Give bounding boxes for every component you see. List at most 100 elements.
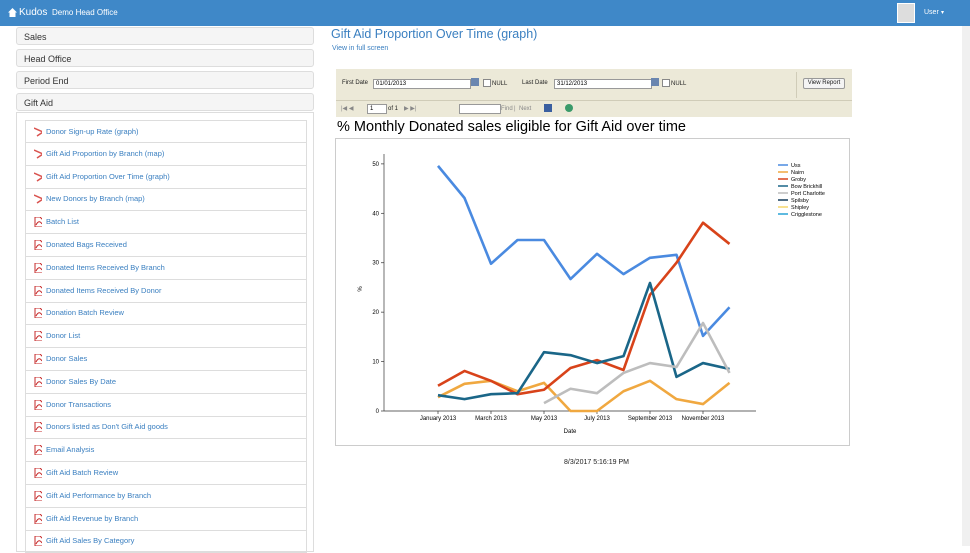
y-tick-label: 30 <box>372 261 379 267</box>
find-input[interactable] <box>459 104 501 114</box>
toolbar-divider <box>796 72 797 98</box>
toolbar-divider <box>336 100 852 101</box>
last-date-input[interactable]: 31/12/2013 <box>554 79 652 89</box>
section-header[interactable]: Sales <box>16 27 314 45</box>
legend-label: Spilsby <box>791 198 809 204</box>
series-line <box>437 221 731 396</box>
null-checkbox[interactable] <box>483 79 491 87</box>
fullscreen-link[interactable]: View in full screen <box>332 45 389 52</box>
page-of: of 1 <box>388 106 399 112</box>
pdf-icon <box>34 217 42 228</box>
timestamp: 8/3/2017 5:16:19 PM <box>564 459 629 466</box>
section-header[interactable]: Gift Aid <box>16 93 314 111</box>
report-link[interactable]: Donated Items Received By Donor <box>25 279 307 303</box>
report-link[interactable]: Donor Sales By Date <box>25 370 307 394</box>
section-header[interactable]: Head Office <box>16 49 314 67</box>
pdf-icon <box>34 331 42 342</box>
series-line <box>437 379 731 413</box>
legend-label: Groby <box>791 177 806 183</box>
y-tick-label: 20 <box>372 310 379 316</box>
pdf-icon <box>34 399 42 410</box>
scrollbar[interactable] <box>962 26 970 546</box>
report-link[interactable]: Batch List <box>25 211 307 235</box>
series-line <box>436 165 731 338</box>
report-link[interactable]: Donor List <box>25 325 307 349</box>
pdf-icon <box>34 376 42 387</box>
report-link[interactable]: Gift Aid Batch Review <box>25 462 307 485</box>
legend-label: Crigglestone <box>791 212 822 218</box>
chart-title: % Monthly Donated sales eligible for Gif… <box>337 119 686 135</box>
calendar-icon[interactable] <box>651 78 659 86</box>
legend-label: Bow Brickhill <box>791 184 822 190</box>
last-date-label: Last Date <box>522 80 548 86</box>
page-nav[interactable]: |◀ ◀ <box>341 106 354 112</box>
brand[interactable]: Kudos <box>19 7 48 18</box>
x-tick-label: March 2013 <box>475 416 507 422</box>
report-link[interactable]: Donors listed as Don't Gift Aid goods <box>25 416 307 440</box>
next-link[interactable]: Next <box>519 106 532 112</box>
report-title: Gift Aid Proportion Over Time (graph) <box>331 27 538 41</box>
pdf-icon <box>34 240 42 250</box>
report-link[interactable]: Gift Aid Revenue by Branch <box>25 507 307 531</box>
user-menu[interactable]: User <box>924 9 939 16</box>
home-icon <box>8 8 17 17</box>
report-link[interactable]: Donated Items Received By Branch <box>25 256 307 280</box>
legend-label: Port Charlotte <box>791 191 825 197</box>
y-axis-label: % <box>358 286 364 292</box>
calendar-icon[interactable] <box>471 78 479 86</box>
page-nav[interactable]: ▶ ▶| <box>404 106 417 112</box>
x-tick-label: September 2013 <box>628 416 673 422</box>
legend-label: Nairn <box>791 170 804 176</box>
pdf-icon <box>34 468 42 478</box>
first-date-input[interactable]: 01/01/2013 <box>373 79 471 89</box>
report-link[interactable]: New Donors by Branch (map) <box>25 188 307 212</box>
report-link[interactable]: Gift Aid Performance by Branch <box>25 484 307 508</box>
refresh-icon[interactable] <box>565 104 573 112</box>
x-tick-label: January 2013 <box>420 416 457 422</box>
chart-icon <box>34 149 42 159</box>
y-tick-label: 0 <box>376 409 380 415</box>
y-tick-label: 50 <box>372 162 379 168</box>
report-link[interactable]: Donation Batch Review <box>25 302 307 326</box>
pdf-icon <box>34 536 42 547</box>
chart-icon <box>34 194 42 205</box>
separator: | <box>514 106 516 112</box>
office[interactable]: Demo Head Office <box>52 8 118 17</box>
gift-aid-panel <box>16 112 314 552</box>
export-icon[interactable] <box>544 104 552 112</box>
report-link[interactable]: Donor Sign-up Rate (graph) <box>25 120 307 143</box>
avatar[interactable] <box>897 3 915 23</box>
pdf-icon <box>34 308 42 319</box>
y-tick-label: 40 <box>372 211 379 217</box>
pdf-icon <box>34 354 42 364</box>
null-label: NULL <box>671 81 687 87</box>
report-link[interactable]: Email Analysis <box>25 439 307 463</box>
page-input[interactable]: 1 <box>367 104 387 114</box>
x-tick-label: July 2013 <box>584 416 610 422</box>
pdf-icon <box>34 262 42 273</box>
x-tick-label: November 2013 <box>682 416 725 422</box>
null-checkbox[interactable] <box>662 79 670 87</box>
x-tick-label: May 2013 <box>531 416 558 422</box>
pdf-icon <box>34 513 42 524</box>
report-link[interactable]: Gift Aid Proportion by Branch (map) <box>25 142 307 166</box>
report-link[interactable]: Gift Aid Proportion Over Time (graph) <box>25 165 307 189</box>
pdf-icon <box>34 490 42 501</box>
caret: ▾ <box>941 10 945 16</box>
series-line <box>437 281 730 401</box>
report-link[interactable]: Donated Bags Received <box>25 234 307 257</box>
report-link[interactable]: Donor Sales <box>25 348 307 371</box>
pdf-icon <box>34 422 42 433</box>
report-toolbar <box>336 69 852 117</box>
section-header[interactable]: Period End <box>16 71 314 89</box>
view-report-button[interactable]: View Report <box>803 78 845 89</box>
navbar: Kudos Demo Head Office User ▾ <box>0 0 970 26</box>
report-link[interactable]: Donor Transactions <box>25 393 307 417</box>
find-link[interactable]: Find <box>501 106 513 112</box>
chart: 0 10 20 30 40 50 January 2013 March 2013 May 201… <box>335 138 850 446</box>
pdf-icon <box>34 445 42 456</box>
legend-label: Uss <box>791 163 801 169</box>
first-date-label: First Date <box>342 80 369 86</box>
null-label: NULL <box>492 81 508 87</box>
